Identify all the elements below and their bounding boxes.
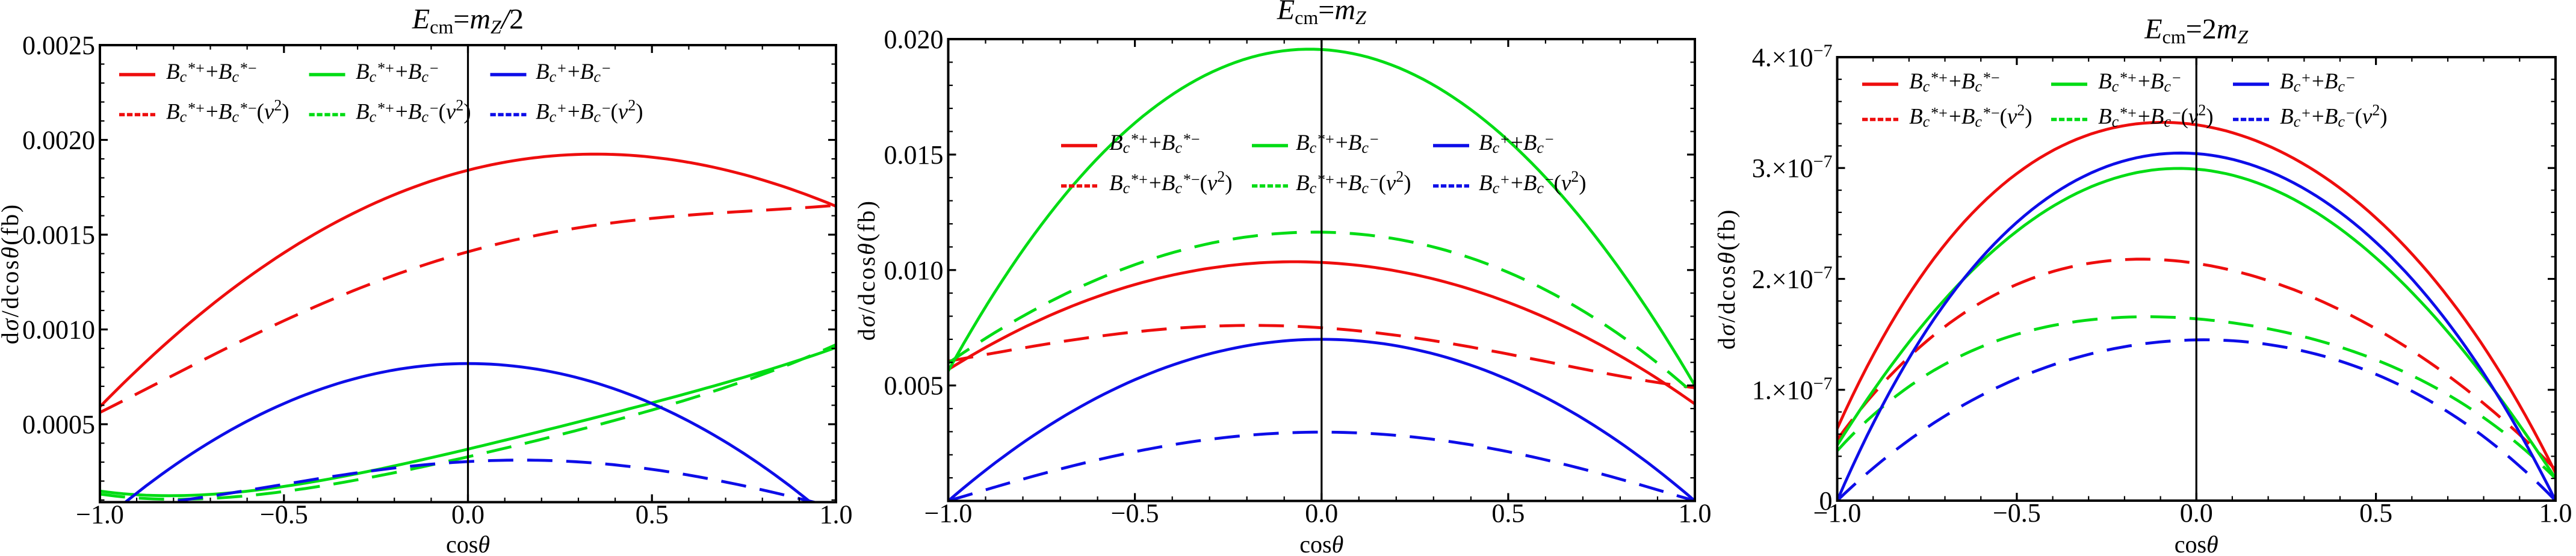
svg-text:0.5: 0.5	[2359, 498, 2392, 528]
svg-text:−0.5: −0.5	[1111, 499, 1159, 528]
svg-text:dσ/dcosθ(fb): dσ/dcosθ(fb)	[853, 199, 880, 341]
svg-text:1.0: 1.0	[2539, 498, 2572, 528]
svg-text:Bc*++Bc−(v2): Bc*++Bc−(v2)	[356, 97, 471, 126]
svg-text:0.0025: 0.0025	[22, 31, 95, 60]
svg-text:0.0020: 0.0020	[22, 126, 95, 155]
svg-text:0.0010: 0.0010	[22, 315, 95, 345]
svg-text:Bc*++Bc*−(v2): Bc*++Bc*−(v2)	[1109, 168, 1233, 197]
svg-text:Bc++Bc−(v2): Bc++Bc−(v2)	[1479, 168, 1587, 197]
svg-text:Bc++Bc−: Bc++Bc−	[536, 60, 611, 85]
svg-text:0.5: 0.5	[636, 500, 669, 530]
svg-text:dσ/dcosθ(fb): dσ/dcosθ(fb)	[1713, 208, 1740, 350]
svg-text:Bc*++Bc*−: Bc*++Bc*−	[1109, 131, 1200, 156]
svg-text:Ecm=mZ/2: Ecm=mZ/2	[412, 4, 524, 38]
svg-text:0.5: 0.5	[1491, 499, 1525, 528]
svg-text:Bc*++Bc−(v2): Bc*++Bc−(v2)	[2098, 102, 2214, 131]
svg-text:Bc*++Bc*−(v2): Bc*++Bc*−(v2)	[166, 97, 289, 126]
svg-text:0.005: 0.005	[884, 371, 944, 401]
svg-text:−0.5: −0.5	[260, 500, 308, 530]
svg-text:0.0005: 0.0005	[22, 410, 95, 439]
svg-text:Bc*++Bc*−(v2): Bc*++Bc*−(v2)	[1909, 102, 2033, 131]
svg-text:0: 0	[1819, 486, 1833, 516]
svg-text:−0.5: −0.5	[1993, 498, 2041, 528]
svg-text:Ecm=2mZ: Ecm=2mZ	[2144, 13, 2249, 48]
svg-text:0.010: 0.010	[884, 256, 944, 285]
svg-text:2.×10−7: 2.×10−7	[1752, 263, 1833, 294]
svg-text:cosθ: cosθ	[1299, 531, 1343, 556]
svg-text:0.0015: 0.0015	[22, 220, 95, 250]
svg-text:Bc++Bc−: Bc++Bc−	[1479, 131, 1554, 156]
svg-text:Bc*++Bc*−: Bc*++Bc*−	[1909, 69, 2000, 95]
svg-text:0.0: 0.0	[2180, 498, 2213, 528]
svg-text:0.0: 0.0	[451, 500, 485, 530]
svg-text:−1.0: −1.0	[76, 500, 124, 530]
svg-text:Bc*++Bc*−: Bc*++Bc*−	[166, 60, 257, 85]
svg-text:−1.0: −1.0	[924, 499, 973, 528]
svg-text:dσ/dcosθ(fb): dσ/dcosθ(fb)	[0, 203, 23, 344]
svg-text:1.0: 1.0	[820, 500, 853, 530]
svg-text:0.0: 0.0	[1305, 499, 1338, 528]
svg-text:Bc*++Bc−: Bc*++Bc−	[356, 60, 439, 85]
svg-text:Bc++Bc−: Bc++Bc−	[2280, 69, 2355, 95]
svg-text:Bc*++Bc−: Bc*++Bc−	[1296, 131, 1379, 156]
svg-text:cosθ: cosθ	[2175, 531, 2218, 556]
svg-text:Ecm=mZ: Ecm=mZ	[1277, 0, 1367, 28]
svg-text:Bc*++Bc−(v2): Bc*++Bc−(v2)	[1296, 168, 1411, 197]
svg-text:1.0: 1.0	[1679, 499, 1712, 528]
svg-text:0.015: 0.015	[884, 140, 944, 170]
svg-text:cosθ: cosθ	[446, 531, 490, 556]
svg-text:0.020: 0.020	[884, 25, 944, 54]
svg-text:Bc++Bc−(v2): Bc++Bc−(v2)	[536, 97, 643, 126]
svg-text:Bc*++Bc−: Bc*++Bc−	[2098, 69, 2181, 95]
svg-text:−1.0: −1.0	[1813, 498, 1862, 528]
svg-text:Bc++Bc−(v2): Bc++Bc−(v2)	[2280, 102, 2388, 131]
